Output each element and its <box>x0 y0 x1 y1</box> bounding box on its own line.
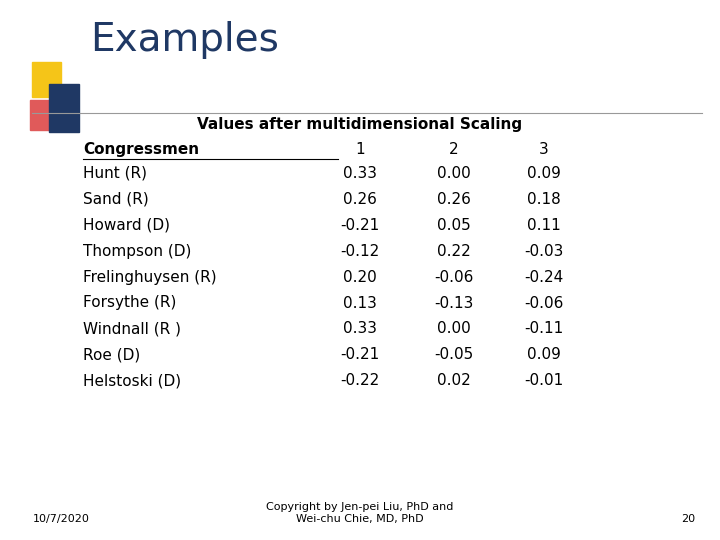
Text: -0.12: -0.12 <box>341 244 379 259</box>
Text: Thompson (D): Thompson (D) <box>83 244 192 259</box>
Text: Windnall (R ): Windnall (R ) <box>83 321 181 336</box>
Text: -0.21: -0.21 <box>341 347 379 362</box>
Text: -0.11: -0.11 <box>524 321 563 336</box>
Text: 0.22: 0.22 <box>437 244 470 259</box>
Text: 1: 1 <box>355 141 365 157</box>
Text: -0.06: -0.06 <box>524 295 563 310</box>
Text: Frelinghuysen (R): Frelinghuysen (R) <box>83 269 217 285</box>
Text: 3: 3 <box>539 141 549 157</box>
Text: -0.06: -0.06 <box>434 269 473 285</box>
Text: Copyright by Jen-pei Liu, PhD and
Wei-chu Chie, MD, PhD: Copyright by Jen-pei Liu, PhD and Wei-ch… <box>266 502 454 524</box>
Text: Hunt (R): Hunt (R) <box>83 166 147 181</box>
Text: 0.05: 0.05 <box>437 218 470 233</box>
Text: -0.21: -0.21 <box>341 218 379 233</box>
Text: Sand (R): Sand (R) <box>83 192 148 207</box>
Text: Examples: Examples <box>90 22 279 59</box>
Text: 0.02: 0.02 <box>437 373 470 388</box>
Text: 0.00: 0.00 <box>437 321 470 336</box>
Text: -0.13: -0.13 <box>434 295 473 310</box>
Text: 0.26: 0.26 <box>343 192 377 207</box>
Text: 0.26: 0.26 <box>436 192 471 207</box>
Text: 0.13: 0.13 <box>343 295 377 310</box>
Text: 0.00: 0.00 <box>437 166 470 181</box>
Text: Forsythe (R): Forsythe (R) <box>83 295 176 310</box>
Text: Roe (D): Roe (D) <box>83 347 140 362</box>
Text: 0.18: 0.18 <box>527 192 560 207</box>
Text: 10/7/2020: 10/7/2020 <box>32 514 89 524</box>
Text: 0.33: 0.33 <box>343 166 377 181</box>
Text: Congressmen: Congressmen <box>83 141 199 157</box>
Text: -0.22: -0.22 <box>341 373 379 388</box>
Text: Helstoski (D): Helstoski (D) <box>83 373 181 388</box>
Text: 0.33: 0.33 <box>343 321 377 336</box>
Text: 0.09: 0.09 <box>526 347 561 362</box>
Text: -0.03: -0.03 <box>524 244 563 259</box>
Text: -0.01: -0.01 <box>524 373 563 388</box>
Text: -0.05: -0.05 <box>434 347 473 362</box>
Text: 0.11: 0.11 <box>527 218 560 233</box>
Text: -0.24: -0.24 <box>524 269 563 285</box>
Text: Values after multidimensional Scaling: Values after multidimensional Scaling <box>197 117 523 132</box>
Text: 0.20: 0.20 <box>343 269 377 285</box>
Text: 20: 20 <box>680 514 695 524</box>
Text: Howard (D): Howard (D) <box>83 218 170 233</box>
Text: 0.09: 0.09 <box>526 166 561 181</box>
Text: 2: 2 <box>449 141 459 157</box>
